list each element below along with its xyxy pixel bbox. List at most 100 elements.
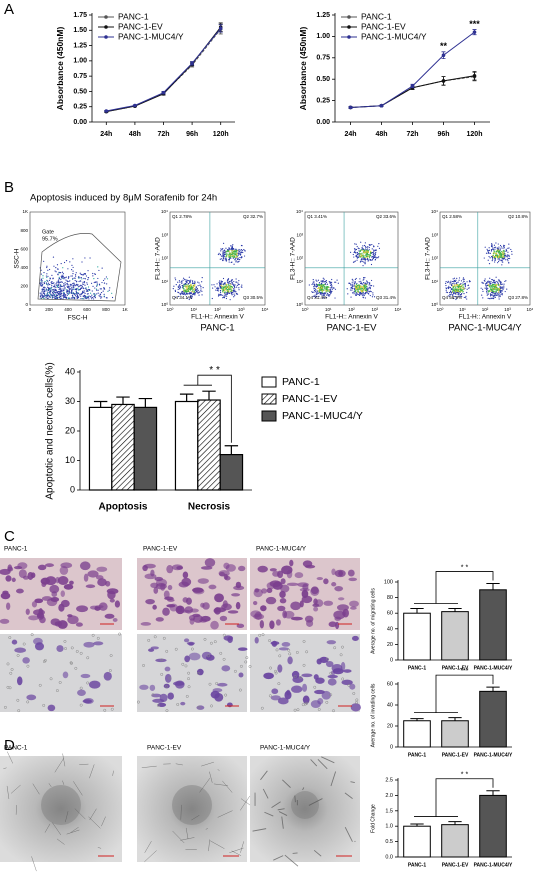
event-dot xyxy=(224,282,226,284)
event-dot xyxy=(348,282,350,284)
cell xyxy=(183,638,190,643)
event-dot xyxy=(351,287,354,289)
event-dot xyxy=(188,280,191,282)
event-dot xyxy=(499,258,501,260)
spheroid xyxy=(172,785,212,825)
event-dot xyxy=(65,279,67,281)
event-dot xyxy=(493,293,495,295)
event-dot xyxy=(455,295,457,298)
y-tick-label: 10¹ xyxy=(431,279,438,284)
event-dot xyxy=(495,286,498,288)
event-dot xyxy=(62,295,64,297)
event-dot xyxy=(464,285,466,287)
event-dot xyxy=(225,254,227,256)
tube xyxy=(302,787,305,791)
event-dot xyxy=(356,251,358,254)
cell xyxy=(26,694,37,701)
error-bar xyxy=(448,608,462,612)
event-dot xyxy=(317,279,320,281)
event-dot xyxy=(77,287,79,290)
event-dot xyxy=(329,281,331,283)
pore xyxy=(108,669,112,673)
pore xyxy=(96,636,100,640)
x-tick-label: 10¹ xyxy=(459,307,466,312)
cell xyxy=(327,674,338,679)
event-dot xyxy=(197,285,199,287)
event-dot xyxy=(225,297,228,300)
x-tick-label: PANC-1 xyxy=(408,665,426,671)
event-dot xyxy=(351,283,353,285)
event-dot xyxy=(69,292,71,294)
event-dot xyxy=(241,249,243,252)
bar xyxy=(219,454,244,491)
event-dot xyxy=(497,289,499,291)
event-dot xyxy=(371,256,373,258)
event-dot xyxy=(231,254,233,257)
event-dot xyxy=(73,297,75,299)
event-dot xyxy=(56,294,58,297)
event-dot xyxy=(227,288,229,290)
event-dot xyxy=(451,291,453,294)
event-dot xyxy=(468,281,471,283)
y-tick-label: 0.0 xyxy=(385,854,393,860)
event-dot xyxy=(321,292,323,294)
event-dot xyxy=(107,290,109,292)
event-dot xyxy=(64,277,66,279)
event-dot xyxy=(224,291,227,293)
event-dot xyxy=(493,257,495,259)
event-dot xyxy=(236,258,239,261)
event-dot xyxy=(188,298,190,301)
pore xyxy=(49,677,53,681)
x-tick-label: PANC-1-EV xyxy=(442,752,469,758)
event-dot xyxy=(368,246,370,249)
sample-name: PANC-1-EV xyxy=(327,323,378,334)
event-dot xyxy=(180,294,182,296)
event-dot xyxy=(186,286,188,288)
event-dot xyxy=(331,278,333,281)
event-dot xyxy=(77,286,80,288)
event-dot xyxy=(59,298,62,300)
event-dot xyxy=(218,252,220,254)
event-dot xyxy=(492,279,494,281)
pore xyxy=(16,698,20,702)
event-dot xyxy=(506,254,508,256)
cell xyxy=(269,568,277,572)
data-point xyxy=(441,53,446,58)
event-dot xyxy=(494,292,497,295)
event-dot xyxy=(484,287,486,289)
cell xyxy=(310,700,321,708)
event-dot xyxy=(355,293,357,295)
event-dot xyxy=(60,275,62,277)
event-dot xyxy=(48,292,51,294)
event-dot xyxy=(192,293,194,295)
cell xyxy=(79,561,91,571)
event-dot xyxy=(84,278,86,280)
event-dot xyxy=(231,289,233,292)
event-dot xyxy=(507,247,509,249)
event-dot xyxy=(368,282,370,284)
event-dot xyxy=(40,279,42,282)
tube xyxy=(209,771,213,783)
cell xyxy=(238,672,244,678)
y-tick-label: 1.00 xyxy=(73,58,87,65)
cell xyxy=(109,598,115,603)
tube xyxy=(180,804,182,820)
event-dot xyxy=(330,283,333,286)
y-tick-label: 10¹ xyxy=(161,279,168,284)
event-dot xyxy=(499,255,501,257)
event-dot xyxy=(357,256,360,259)
event-dot xyxy=(372,251,374,254)
event-dot xyxy=(215,289,217,291)
event-dot xyxy=(81,278,83,280)
event-dot xyxy=(101,296,103,298)
tube xyxy=(350,781,355,784)
event-dot xyxy=(503,287,505,289)
pore xyxy=(352,692,356,695)
event-dot xyxy=(183,283,185,285)
event-dot xyxy=(57,284,59,286)
event-dot xyxy=(498,291,500,293)
bar xyxy=(403,612,431,661)
event-dot xyxy=(189,282,191,284)
event-dot xyxy=(97,277,99,280)
event-dot xyxy=(367,255,369,258)
